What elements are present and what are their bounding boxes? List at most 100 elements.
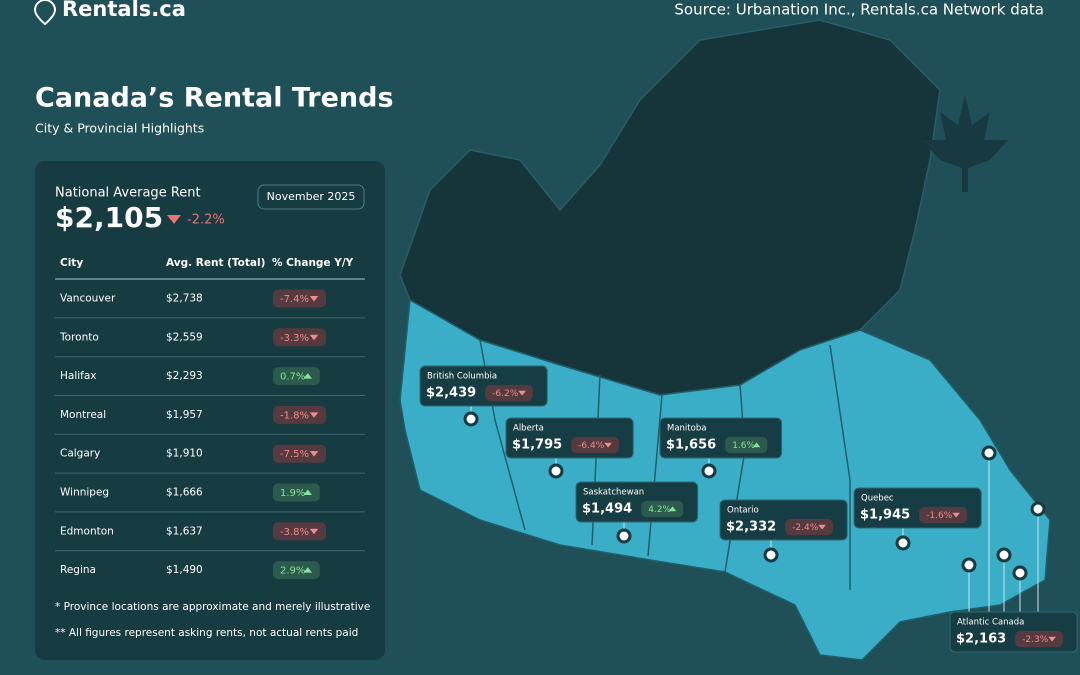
down-arrow <box>309 451 319 457</box>
national-label: National Average Rent <box>55 186 201 201</box>
province-labels: British Columbia $2,439 -6.2% Alberta $1,795… <box>419 365 1078 653</box>
province-rent: $2,332 <box>726 520 776 535</box>
date-box <box>257 184 365 210</box>
change-value: -7.5% <box>280 449 309 460</box>
change-value: 4.2% <box>648 505 671 515</box>
up-arrow <box>668 506 677 512</box>
province-name: Saskatchewan <box>583 488 644 498</box>
down-arrow <box>309 528 319 535</box>
atlantic-pins <box>961 445 1046 581</box>
pin <box>981 445 997 461</box>
source: Source: Urbanation Inc., Rentals.ca Netw… <box>674 1 1044 19</box>
down-arrow <box>518 390 526 396</box>
badge-bg <box>273 289 326 308</box>
province-name: Ontario <box>727 506 759 516</box>
change-value: -2.3% <box>1022 635 1049 645</box>
avg-rent: $2,559 <box>166 331 203 343</box>
subtitle: City & Provincial Highlights <box>35 121 204 136</box>
change-badge: -2.4% <box>785 518 833 536</box>
badge-bg <box>641 500 684 518</box>
avg-rent: $2,293 <box>166 370 203 382</box>
badge-bg <box>919 506 967 524</box>
badge-bg <box>273 561 320 580</box>
down-arrow <box>309 295 319 302</box>
up-arrow <box>752 442 761 448</box>
province-name: Quebec <box>861 494 894 504</box>
up-arrow <box>303 373 312 379</box>
up-arrow <box>303 567 312 573</box>
change-badge: 2.9% <box>273 561 320 580</box>
national-value: $2,105 <box>55 201 163 234</box>
column-header: City <box>60 257 83 269</box>
change-badge: -3.8% <box>273 522 326 541</box>
city: Toronto <box>59 331 99 343</box>
badge-bg <box>571 436 619 454</box>
change-badge: 4.2% <box>641 500 684 518</box>
date: November 2025 <box>267 190 356 203</box>
badge-bg <box>273 522 326 541</box>
badge-bg <box>485 384 533 402</box>
change-badge: 1.6% <box>725 436 768 454</box>
pin <box>463 411 479 427</box>
avg-rent: $1,490 <box>166 564 203 576</box>
badge-bg <box>785 518 833 536</box>
note: * Province locations are approximate and… <box>55 601 370 613</box>
maple-leaf <box>922 95 1008 192</box>
avg-rent: $2,738 <box>166 293 203 305</box>
avg-rent: $1,666 <box>166 487 203 499</box>
note: ** All figures represent asking rents, n… <box>55 627 358 639</box>
change-badge: -1.8% <box>273 405 326 424</box>
province-name: Atlantic Canada <box>957 618 1024 628</box>
pin <box>1012 565 1028 581</box>
change-badge: -7.4% <box>273 289 326 308</box>
province-rent: $2,163 <box>956 632 1006 647</box>
province-rent: $1,656 <box>666 438 716 453</box>
province-rent: $1,945 <box>860 508 910 523</box>
badge-bg <box>725 436 768 454</box>
southern-provinces <box>399 298 1051 661</box>
down-arrow <box>952 512 960 518</box>
change-value: 2.9% <box>280 566 305 577</box>
pin <box>1030 501 1046 517</box>
badge-bg <box>273 328 326 347</box>
change-value: 1.9% <box>280 488 305 499</box>
down-arrow <box>1048 636 1056 642</box>
change-value: -6.2% <box>492 389 519 399</box>
atlantic-leader-lines <box>968 453 1039 612</box>
change-badge: 0.7% <box>273 367 320 386</box>
brand: Rentals.ca <box>62 0 186 21</box>
pin <box>895 535 911 551</box>
down-arrow <box>167 215 181 224</box>
change-badge: 1.9% <box>273 483 320 502</box>
city: Halifax <box>60 370 97 382</box>
badge-bg <box>1015 630 1063 648</box>
avg-rent: $1,637 <box>166 525 203 537</box>
city-table: City Avg. Rent (Total) % Change Y/Y Vancouv… <box>55 257 365 580</box>
pin <box>763 547 779 563</box>
change-value: 0.7% <box>280 372 305 383</box>
change-badge: -7.5% <box>273 444 326 463</box>
map <box>399 19 1051 661</box>
province-name: Alberta <box>513 424 544 434</box>
up-arrow <box>303 489 312 496</box>
city: Vancouver <box>60 293 116 305</box>
province-rent: $1,494 <box>582 502 632 517</box>
column-header: % Change Y/Y <box>272 257 354 269</box>
badge-bg <box>273 483 320 502</box>
province-name: British Columbia <box>427 372 497 382</box>
city: Calgary <box>60 448 100 460</box>
badge-bg <box>273 367 320 386</box>
city: Montreal <box>60 409 106 421</box>
change-badge: -6.4% <box>571 436 619 454</box>
province-rent: $2,439 <box>426 386 476 401</box>
border <box>829 344 851 590</box>
pin <box>996 547 1012 563</box>
change-value: -6.4% <box>578 441 605 451</box>
pin <box>701 463 717 479</box>
city: Edmonton <box>60 525 114 537</box>
change-value: -3.8% <box>280 527 309 538</box>
change-badge: -1.6% <box>919 506 967 524</box>
city: Winnipeg <box>60 487 109 499</box>
change-value: -1.8% <box>280 410 309 421</box>
